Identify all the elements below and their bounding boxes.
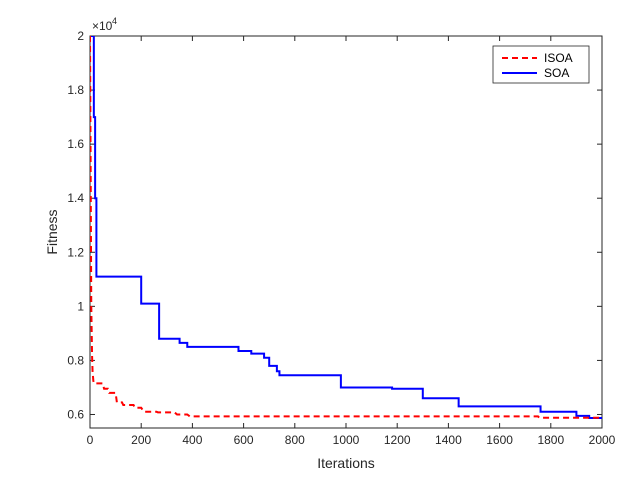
series-line-soa bbox=[90, 36, 602, 419]
y-axis-exponent-base: ×10 bbox=[92, 19, 113, 33]
x-tick-label: 1800 bbox=[537, 433, 564, 447]
y-tick-label: 1.2 bbox=[67, 245, 84, 259]
y-tick-label: 1.8 bbox=[67, 83, 84, 97]
legend-label-isoa: ISOA bbox=[544, 51, 573, 65]
x-axis-label: Iterations bbox=[317, 455, 375, 471]
x-axis-ticks: 0 200 400 600 800 1000 1200 1400 1600 1800 2000 bbox=[87, 36, 616, 447]
y-tick-label: 0.6 bbox=[67, 407, 84, 421]
x-tick-label: 1000 bbox=[333, 433, 360, 447]
legend-label-soa: SOA bbox=[544, 66, 569, 80]
x-tick-label: 0 bbox=[87, 433, 94, 447]
legend: ISOA SOA bbox=[492, 45, 590, 84]
legend-box bbox=[492, 45, 590, 84]
plot-area bbox=[89, 35, 603, 429]
series-line-isoa bbox=[90, 36, 602, 419]
x-tick-label: 200 bbox=[131, 433, 151, 447]
x-tick-label: 1200 bbox=[384, 433, 411, 447]
y-axis-label: Fitness bbox=[44, 209, 60, 254]
y-axis-ticks: 0.6 0.8 1 1.2 1.4 1.6 1.8 2 bbox=[67, 29, 602, 421]
x-tick-label: 400 bbox=[182, 433, 202, 447]
x-tick-label: 800 bbox=[285, 433, 305, 447]
y-tick-label: 0.8 bbox=[67, 353, 84, 367]
y-tick-label: 2 bbox=[77, 29, 84, 43]
y-tick-label: 1 bbox=[77, 299, 84, 313]
y-axis-exponent: ×10 4 bbox=[92, 16, 117, 33]
x-tick-label: 2000 bbox=[589, 433, 616, 447]
y-axis-exponent-power: 4 bbox=[112, 16, 117, 26]
series-layer bbox=[90, 36, 602, 419]
x-tick-label: 1400 bbox=[435, 433, 462, 447]
y-tick-label: 1.4 bbox=[67, 191, 84, 205]
y-tick-label: 1.6 bbox=[67, 137, 84, 151]
x-tick-label: 1600 bbox=[486, 433, 513, 447]
x-tick-label: 600 bbox=[234, 433, 254, 447]
